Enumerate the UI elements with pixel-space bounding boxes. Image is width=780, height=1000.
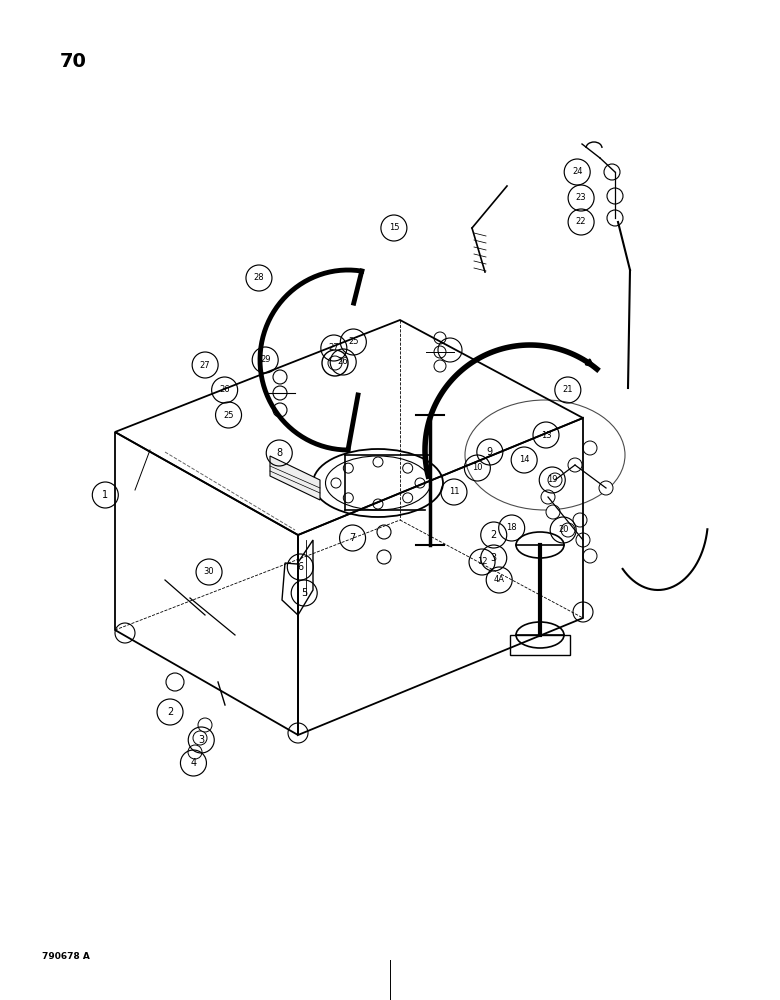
Text: 19: 19	[547, 476, 558, 485]
Text: 23: 23	[576, 194, 587, 202]
Text: 14: 14	[519, 456, 530, 464]
Circle shape	[273, 370, 287, 384]
Text: 15: 15	[388, 224, 399, 232]
Text: 25: 25	[348, 338, 359, 347]
Text: 26: 26	[219, 385, 230, 394]
Text: 10: 10	[472, 464, 483, 473]
Circle shape	[343, 493, 353, 503]
Text: 1: 1	[102, 490, 108, 500]
Text: 12: 12	[477, 558, 488, 566]
Circle shape	[377, 550, 391, 564]
Circle shape	[576, 533, 590, 547]
Text: 3: 3	[198, 735, 204, 745]
Circle shape	[373, 499, 383, 509]
Text: 9: 9	[487, 447, 493, 457]
Text: 4A: 4A	[494, 576, 505, 584]
Circle shape	[402, 493, 413, 503]
Circle shape	[343, 463, 353, 473]
Circle shape	[573, 513, 587, 527]
Text: 13: 13	[541, 430, 551, 440]
Circle shape	[434, 332, 446, 344]
Circle shape	[604, 164, 620, 180]
Circle shape	[328, 356, 342, 370]
Text: 790678 A: 790678 A	[42, 952, 90, 961]
Circle shape	[583, 549, 597, 563]
Text: 20: 20	[558, 526, 569, 534]
Circle shape	[373, 457, 383, 467]
Circle shape	[607, 188, 623, 204]
Circle shape	[273, 403, 287, 417]
Text: 25: 25	[223, 410, 234, 420]
Text: 22: 22	[576, 218, 587, 227]
Text: 70: 70	[60, 52, 87, 71]
Circle shape	[568, 458, 582, 472]
Circle shape	[599, 481, 613, 495]
Text: 29: 29	[260, 356, 271, 364]
Text: 6: 6	[297, 562, 303, 572]
Circle shape	[434, 346, 446, 358]
Circle shape	[273, 386, 287, 400]
Circle shape	[546, 505, 560, 519]
Text: 2: 2	[491, 530, 497, 540]
Circle shape	[198, 718, 212, 732]
Circle shape	[402, 463, 413, 473]
Circle shape	[188, 745, 202, 759]
Text: 8: 8	[276, 448, 282, 458]
Circle shape	[548, 473, 562, 487]
Ellipse shape	[516, 622, 564, 648]
Text: 26: 26	[338, 358, 349, 366]
Circle shape	[541, 490, 555, 504]
Text: 18: 18	[506, 524, 517, 532]
Text: 27: 27	[200, 360, 211, 369]
Text: 4: 4	[190, 758, 197, 768]
Text: 5: 5	[301, 588, 307, 598]
Circle shape	[193, 731, 207, 745]
Circle shape	[607, 210, 623, 226]
Text: 28: 28	[254, 273, 264, 282]
Text: 30: 30	[204, 568, 215, 576]
Circle shape	[415, 478, 425, 488]
Text: 21: 21	[562, 385, 573, 394]
Circle shape	[434, 360, 446, 372]
Circle shape	[583, 441, 597, 455]
Circle shape	[331, 478, 341, 488]
Circle shape	[561, 523, 575, 537]
Circle shape	[377, 525, 391, 539]
Text: 24: 24	[572, 167, 583, 176]
Text: 2: 2	[167, 707, 173, 717]
Ellipse shape	[516, 532, 564, 558]
Text: 3: 3	[491, 553, 497, 563]
Polygon shape	[270, 456, 320, 500]
Text: 27: 27	[328, 344, 339, 353]
Text: 7: 7	[349, 533, 356, 543]
Text: 11: 11	[448, 488, 459, 496]
